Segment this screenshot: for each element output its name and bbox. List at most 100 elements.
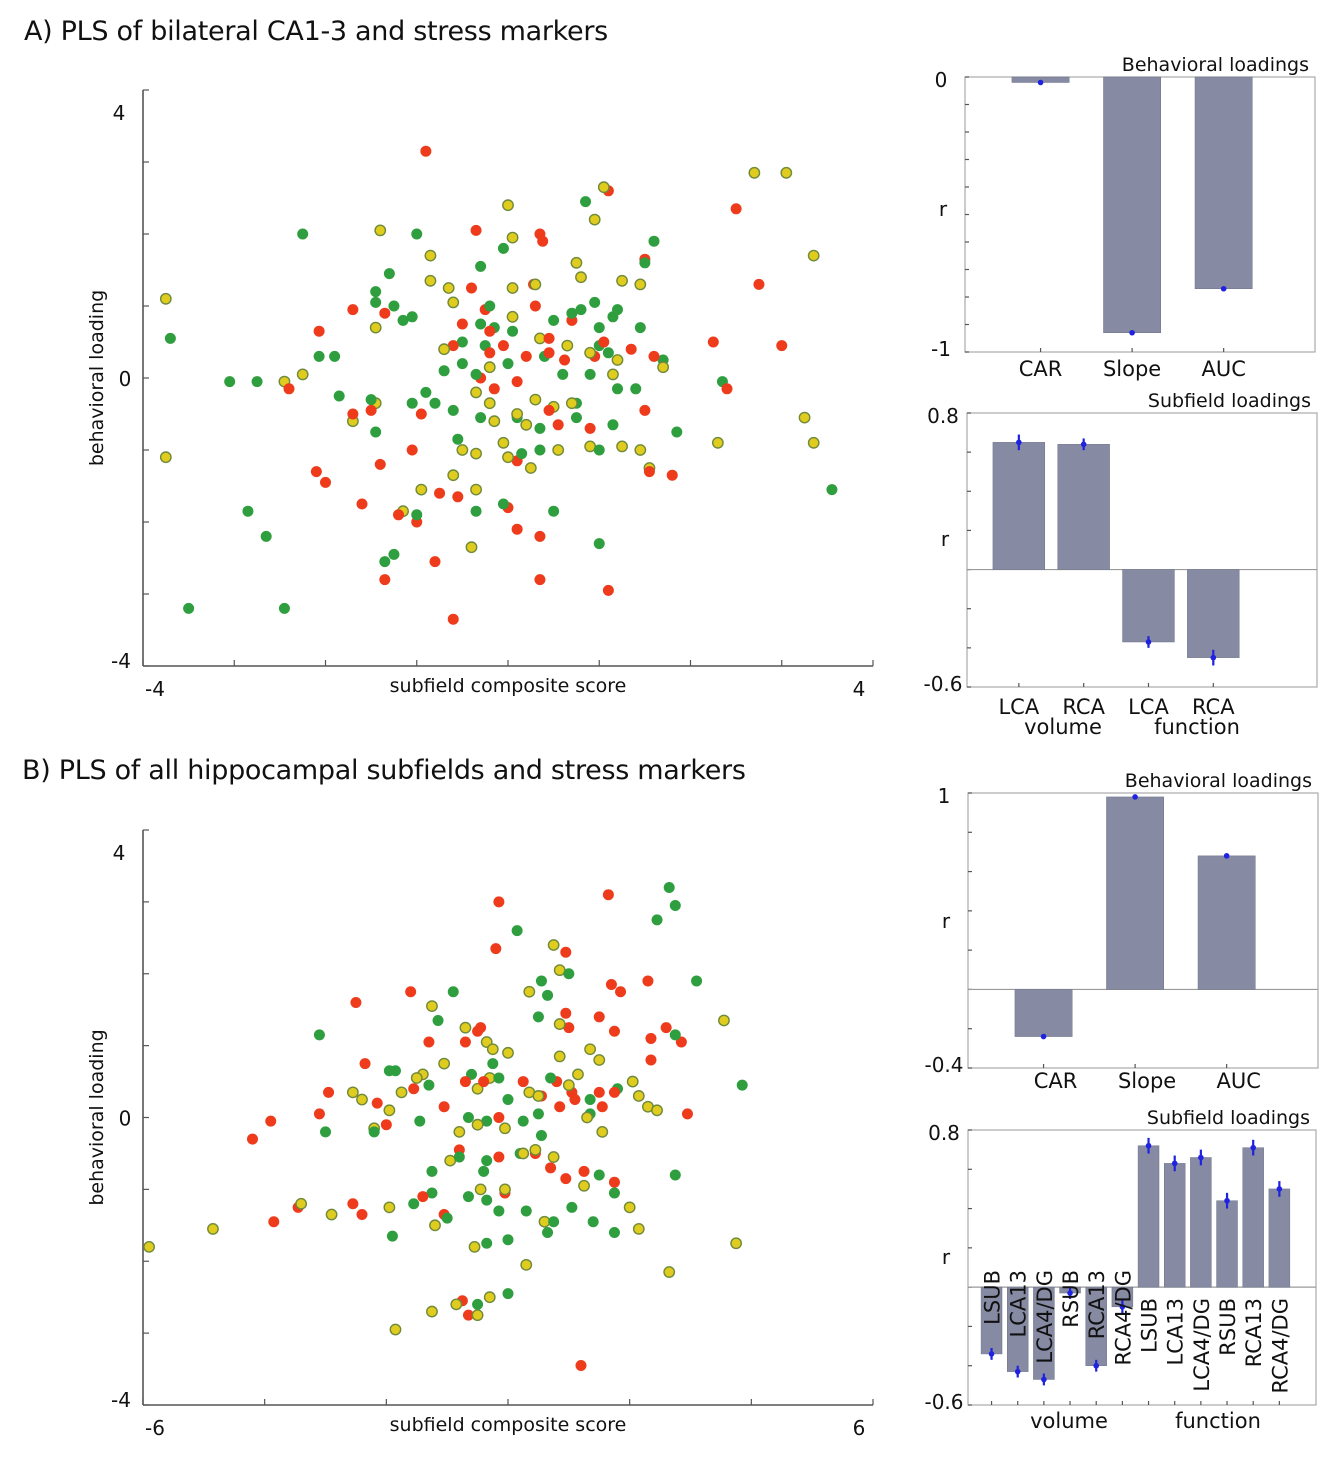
scatter-b-point-yellow [453, 1125, 466, 1138]
b-subfield-category-label: RCA4/DG [1268, 1298, 1292, 1393]
scatter-b-point-red [615, 986, 627, 998]
scatter-b-point-yellow [578, 1179, 590, 1192]
scatter-a-point-red [347, 408, 359, 420]
a-behavioral-error-dot [1037, 79, 1044, 86]
scatter-a-point-yellow [374, 224, 387, 237]
scatter-a-point-red [420, 145, 432, 157]
scatter-b-point-yellow [450, 1298, 463, 1311]
scatter-a-point-yellow [415, 483, 428, 496]
scatter-b-point-yellow [517, 1147, 530, 1160]
scatter-b-point-red [493, 1112, 505, 1124]
a-behavioral-category-label: Slope [1103, 357, 1161, 381]
scatter-b-point-yellow [529, 1143, 542, 1156]
scatter-a-point-green [406, 397, 418, 409]
scatter-a-point-red [511, 523, 523, 535]
scatter-b-point-yellow [718, 1014, 730, 1027]
scatter-b-point-red [493, 896, 505, 908]
scatter-a-point-green [329, 350, 341, 362]
scatter-a-point-yellow [369, 321, 382, 334]
scatter-b-ytick-label-top: 4 [113, 841, 126, 865]
scatter-b-point-red [371, 1097, 383, 1109]
scatter-a-point-yellow [634, 278, 647, 291]
scatter-a-point-yellow [565, 397, 578, 410]
scatter-b-point-red [405, 986, 417, 998]
scatter-a-point-red [639, 404, 651, 416]
scatter-a-point-red [434, 487, 446, 499]
scatter-b-point-yellow [547, 939, 560, 951]
a-subfield-category-label: LCA [1128, 695, 1169, 719]
scatter-a-point-green [575, 304, 587, 316]
a-subfield-error-dot [1210, 654, 1217, 661]
b-subfield-error-dot [1198, 1154, 1204, 1161]
scatter-a-point-green [383, 268, 395, 280]
scatter-a-point-green [648, 235, 660, 247]
scatter-b-point-red [313, 1108, 325, 1120]
a-subfield-bar [1122, 569, 1175, 643]
scatter-b: 4 0 -4 -6 6 subfield composite score behaviora… [86, 829, 874, 1440]
scatter-a-point-green [297, 228, 309, 240]
scatter-a-point-red [511, 376, 523, 388]
scatter-b-point-red [347, 1198, 359, 1210]
scatter-b-point-yellow [395, 1086, 408, 1099]
b-subfield-ylabel: r [942, 1245, 951, 1269]
scatter-b-point-green [584, 1094, 596, 1106]
scatter-b-point-green [481, 1155, 493, 1167]
scatter-b-point-green [462, 1112, 474, 1124]
scatter-b-point-yellow [593, 1054, 606, 1066]
scatter-a-point-green [548, 314, 560, 326]
scatter-b-point-yellow [346, 1086, 359, 1099]
scatter-a-point-yellow [470, 483, 482, 496]
scatter-a-point-green [826, 484, 838, 496]
a-behavioral-ylabel: r [939, 197, 948, 221]
scatter-a-point-green [497, 242, 509, 254]
scatter-b-point-red [475, 1022, 487, 1034]
scatter-b-point-red [423, 1036, 435, 1048]
a-subfield-error-dot [1080, 441, 1087, 448]
a-subfield-category-label: RCA [1192, 695, 1235, 719]
scatter-a-point-yellow [807, 436, 820, 449]
scatter-b-point-green [593, 1169, 605, 1181]
scatter-b-point-green [691, 975, 703, 987]
scatter-a-point-green [224, 376, 236, 388]
scatter-a-point-yellow [483, 397, 496, 410]
scatter-b-point-yellow [356, 1093, 368, 1106]
scatter-b-point-green [493, 1205, 505, 1217]
scatter-a-point-green [260, 530, 272, 542]
scatter-b-point-green [493, 1072, 505, 1084]
scatter-a-point-yellow [442, 282, 455, 294]
scatter-a-point-green [580, 196, 592, 208]
scatter-a-point-red [347, 304, 359, 316]
scatter-b-point-yellow [572, 1068, 584, 1081]
scatter-b-point-red [247, 1133, 259, 1145]
scatter-b-point-green [535, 1129, 547, 1141]
a-behavioral-ytick-label-top: 0 [935, 68, 948, 92]
scatter-b-point-red [545, 1162, 557, 1174]
scatter-a-point-red [559, 354, 571, 366]
scatter-b-point-yellow [474, 1183, 487, 1196]
b-behavioral-category-label: Slope [1118, 1069, 1176, 1093]
scatter-b-point-red [602, 889, 614, 901]
scatter-a-point-yellow [711, 436, 724, 449]
scatter-a-point-green [534, 444, 546, 456]
scatter-a-point-yellow [584, 346, 597, 359]
a-behavioral-category-label: CAR [1019, 357, 1063, 381]
scatter-a-ytick-label-zero: 0 [119, 367, 132, 391]
a-subfield-bar [1187, 569, 1240, 658]
scatter-b-point-red [265, 1115, 277, 1127]
scatter-a-point-red [313, 325, 325, 337]
scatter-a-point-yellow [780, 166, 793, 179]
scatter-b-point-red [596, 1101, 608, 1113]
scatter-a-point-red [379, 574, 391, 586]
scatter-a-point-yellow [561, 339, 574, 352]
scatter-a-point-yellow [438, 343, 451, 356]
b-subfield-error-dot [1067, 1290, 1073, 1296]
scatter-a-point-red [374, 458, 386, 470]
scatter-b-point-yellow [623, 1201, 636, 1214]
scatter-b-point-green [368, 1126, 380, 1138]
b-behavioral-error-dot [1223, 853, 1230, 859]
scatter-a-point-red [543, 347, 555, 359]
scatter-b-point-yellow [632, 1223, 645, 1235]
a-behavioral-title: Behavioral loadings [1122, 54, 1309, 76]
scatter-b-point-green [383, 1065, 395, 1077]
scatter-a-point-green [470, 505, 482, 517]
